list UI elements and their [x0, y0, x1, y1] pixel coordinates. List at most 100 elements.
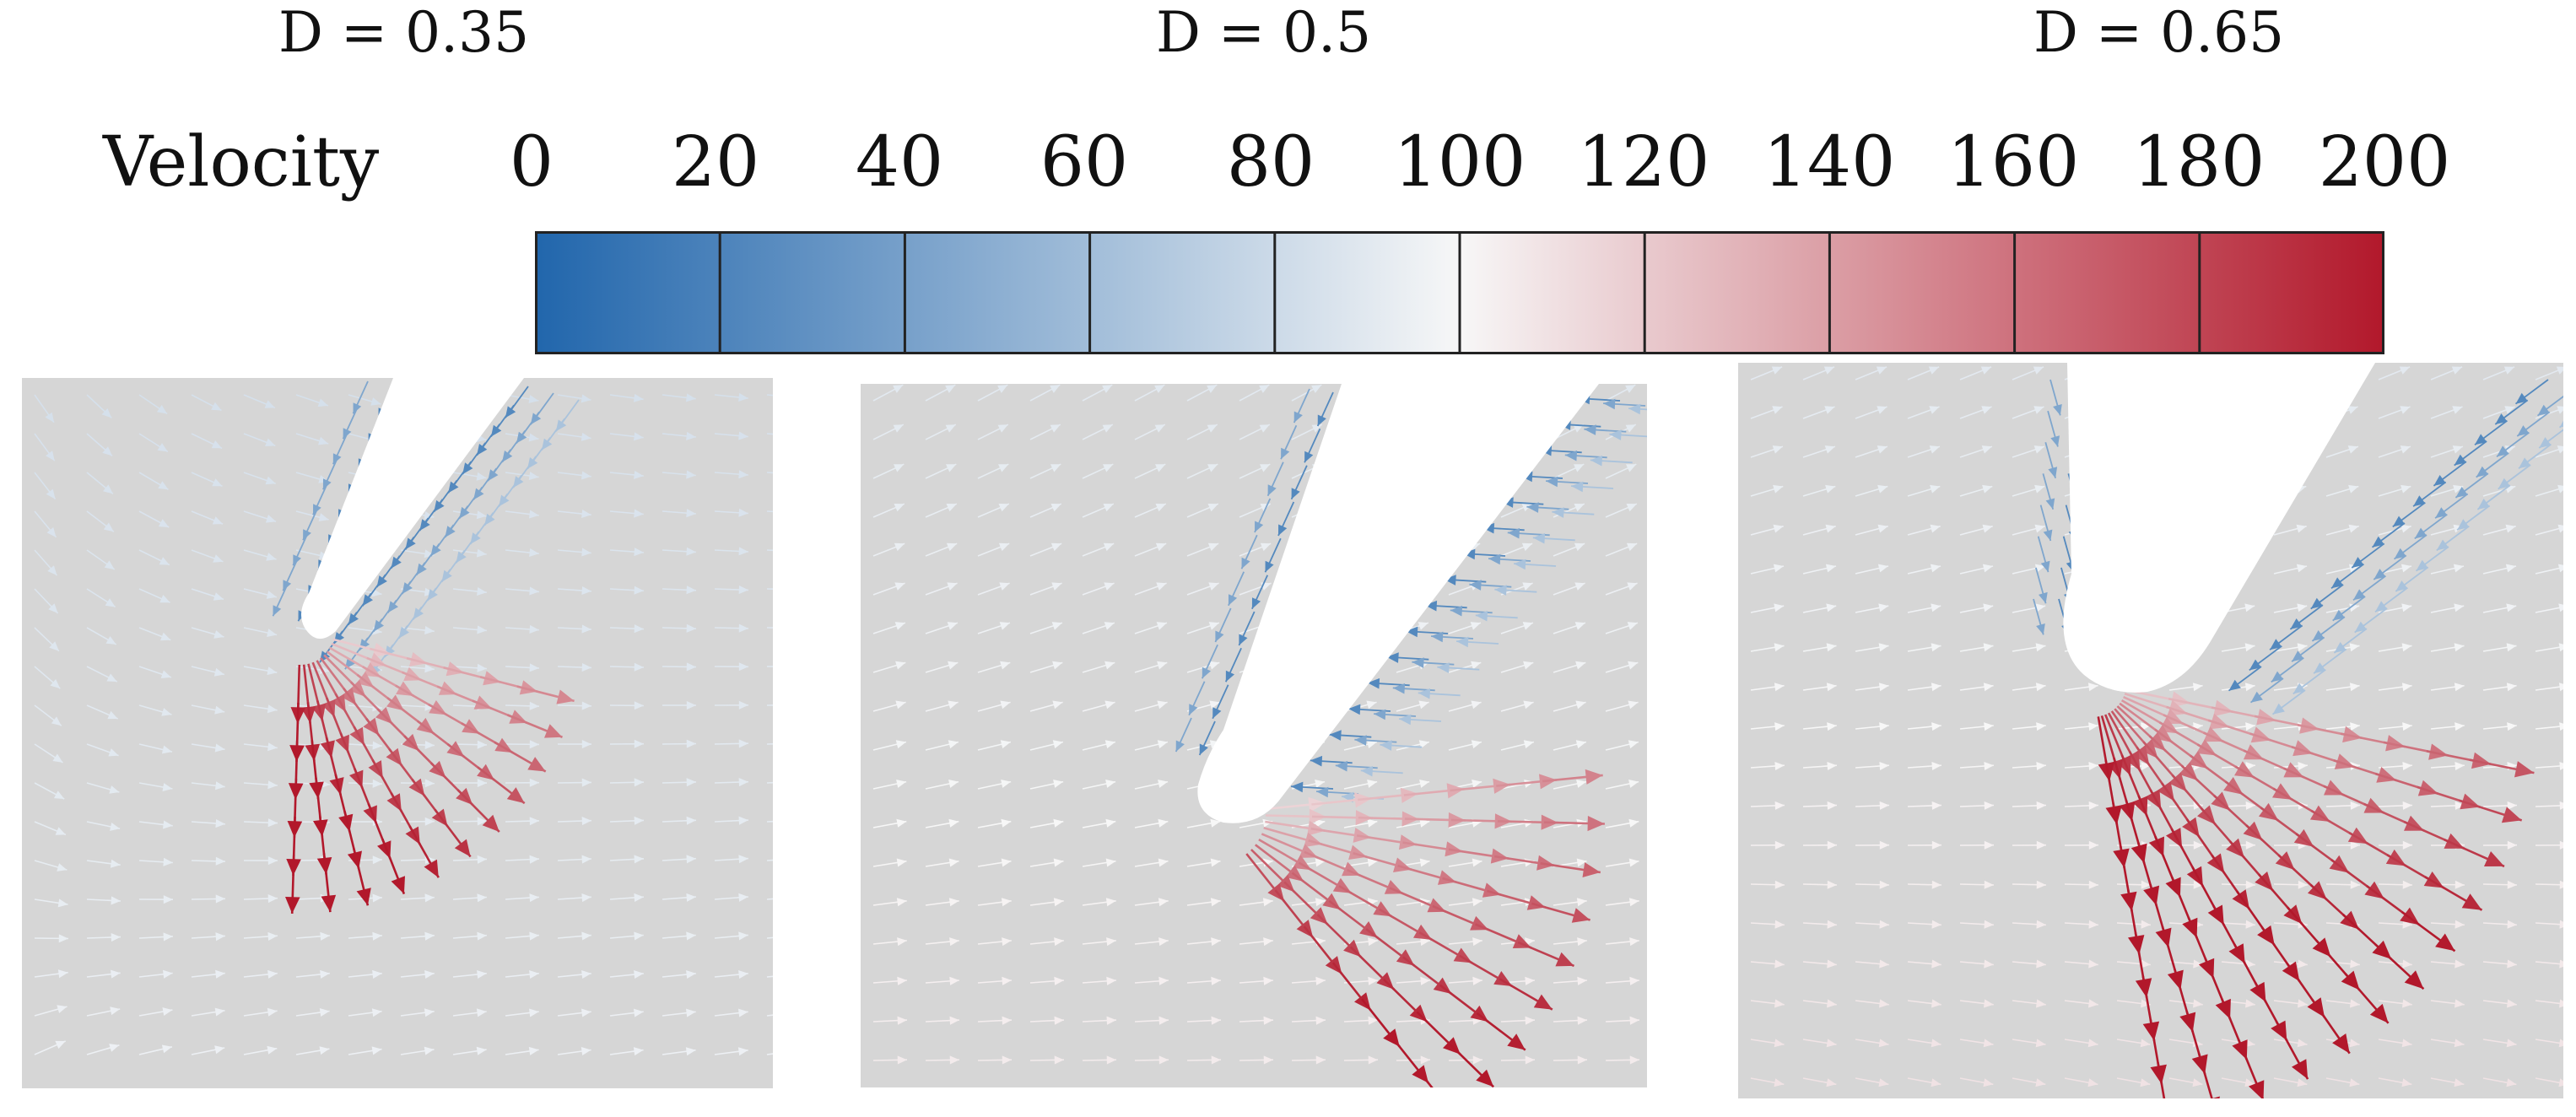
velocity-arrow-head	[2270, 639, 2282, 650]
velocity-arrow-head	[491, 424, 502, 437]
velocity-arrow-head	[57, 863, 68, 871]
velocity-arrow-head	[1418, 622, 1428, 630]
velocity-arrow-head	[1367, 818, 1378, 828]
velocity-arrow-head	[1879, 880, 1889, 889]
colorbar-segment	[2199, 231, 2384, 354]
velocity-arrow-head	[2404, 970, 2424, 990]
velocity-arrow-head	[2350, 880, 2360, 889]
velocity-arrow-head	[362, 594, 373, 607]
velocity-arrow-head	[2298, 880, 2308, 889]
velocity-arrow-head	[2400, 564, 2411, 573]
velocity-arrow-head	[267, 1045, 278, 1055]
velocity-arrow-head	[1628, 818, 1639, 828]
velocity-arrow-head	[1103, 504, 1114, 512]
velocity-arrow-head	[484, 513, 495, 526]
velocity-arrow-head	[1984, 880, 1994, 889]
velocity-arrow-head	[1259, 424, 1270, 433]
velocity-arrow-head	[1105, 780, 1116, 788]
velocity-arrow-head	[2244, 1039, 2255, 1048]
velocity-arrow-head	[1053, 898, 1064, 907]
velocity-arrow-head	[477, 970, 487, 979]
velocity-arrow-head	[634, 585, 644, 595]
velocity-arrow-head	[1054, 976, 1064, 985]
velocity-arrow-head	[470, 532, 481, 544]
velocity-arrow-head	[1368, 937, 1378, 947]
velocity-arrow-head	[948, 740, 959, 749]
velocity-arrow-head	[1158, 1055, 1169, 1065]
velocity-arrow	[2535, 922, 2563, 925]
velocity-arrow-head	[2039, 591, 2048, 604]
velocity-arrow-head	[1199, 743, 1208, 755]
velocity-arrow-head	[1931, 1039, 1941, 1048]
velocity-arrow-head	[947, 622, 958, 630]
velocity-arrow-head	[1050, 464, 1061, 472]
velocity-arrow-head	[1386, 652, 1399, 663]
velocity-arrow-head	[1360, 765, 1374, 777]
colorbar-segment	[535, 231, 721, 354]
velocity-arrow-head	[2515, 392, 2528, 404]
velocity-arrow-head	[2454, 999, 2465, 1008]
velocity-arrow-head	[1928, 366, 1940, 375]
velocity-arrow-head	[2504, 445, 2515, 454]
velocity-arrow-head	[1050, 385, 1061, 393]
velocity-arrow-head	[1628, 740, 1639, 749]
velocity-arrow-head	[1102, 424, 1113, 433]
velocity-arrow-head	[267, 856, 278, 866]
velocity-arrow-head	[2559, 840, 2563, 850]
velocity-arrow-head	[1774, 801, 1785, 810]
velocity-arrow-head	[634, 855, 644, 864]
velocity-arrow-head	[477, 855, 487, 864]
velocity-arrow-head	[897, 1055, 907, 1065]
velocity-arrow-head	[1311, 385, 1322, 393]
velocity-arrow-head	[1260, 542, 1272, 552]
vector-field-panel-d065	[1738, 363, 2563, 1098]
velocity-arrow-head	[1879, 762, 1889, 770]
velocity-arrow-head	[2036, 880, 2046, 889]
velocity-arrow-head	[2402, 801, 2412, 810]
velocity-arrow-head	[1156, 622, 1167, 630]
velocity-arrow-head	[1207, 542, 1219, 552]
velocity-arrow-head	[1469, 580, 1482, 591]
velocity-arrow-head	[2476, 466, 2489, 478]
velocity-arrow-head	[948, 818, 959, 828]
velocity-arrow-head	[634, 816, 644, 825]
velocity-arrow-head	[211, 402, 222, 411]
velocity-arrow-head	[1316, 786, 1329, 798]
velocity-arrow-head	[456, 551, 467, 564]
velocity-arrow-head	[2454, 880, 2465, 889]
velocity-arrow-head	[1774, 603, 1785, 612]
velocity-arrow-head	[1625, 385, 1636, 393]
velocity-arrow-head	[376, 575, 387, 587]
velocity-arrow-head	[1263, 937, 1273, 947]
velocity-arrow-head	[477, 663, 487, 672]
velocity-arrow-head	[946, 504, 957, 512]
velocity-arrow-head	[45, 412, 54, 423]
velocity-arrow-head	[2035, 683, 2046, 692]
velocity-arrow-head	[1472, 898, 1482, 907]
velocity-arrow-head	[387, 601, 398, 613]
velocity-arrow-head	[1827, 959, 1837, 969]
velocity-arrow-head	[373, 619, 384, 632]
velocity-arrow-head	[1982, 564, 1993, 573]
vector-field-panel-d035	[22, 378, 773, 1088]
velocity-arrow-head	[1627, 622, 1638, 630]
velocity-arrow-head	[1577, 976, 1587, 985]
velocity-arrow-head	[1523, 661, 1534, 670]
velocity-arrow-head	[2453, 564, 2464, 573]
velocity-arrow-head	[2088, 920, 2098, 929]
velocity-arrow-head	[1368, 1016, 1378, 1025]
velocity-arrow-head	[2394, 548, 2406, 559]
velocity-arrow-head	[273, 605, 282, 617]
velocity-arrow-head	[445, 526, 456, 537]
velocity-arrow	[766, 975, 773, 978]
velocity-arrow-head	[162, 1007, 173, 1016]
velocity-arrow-head	[319, 1046, 330, 1055]
velocity-arrow-head	[542, 438, 553, 451]
velocity-arrow-head	[529, 663, 539, 672]
velocity-arrow-head	[459, 506, 470, 519]
velocity-arrow-head	[2048, 467, 2058, 478]
velocity-arrow-head	[46, 451, 55, 461]
velocity-arrow-head	[1878, 643, 1889, 652]
velocity-arrow	[766, 1053, 773, 1055]
velocity-arrow-head	[949, 1016, 959, 1025]
